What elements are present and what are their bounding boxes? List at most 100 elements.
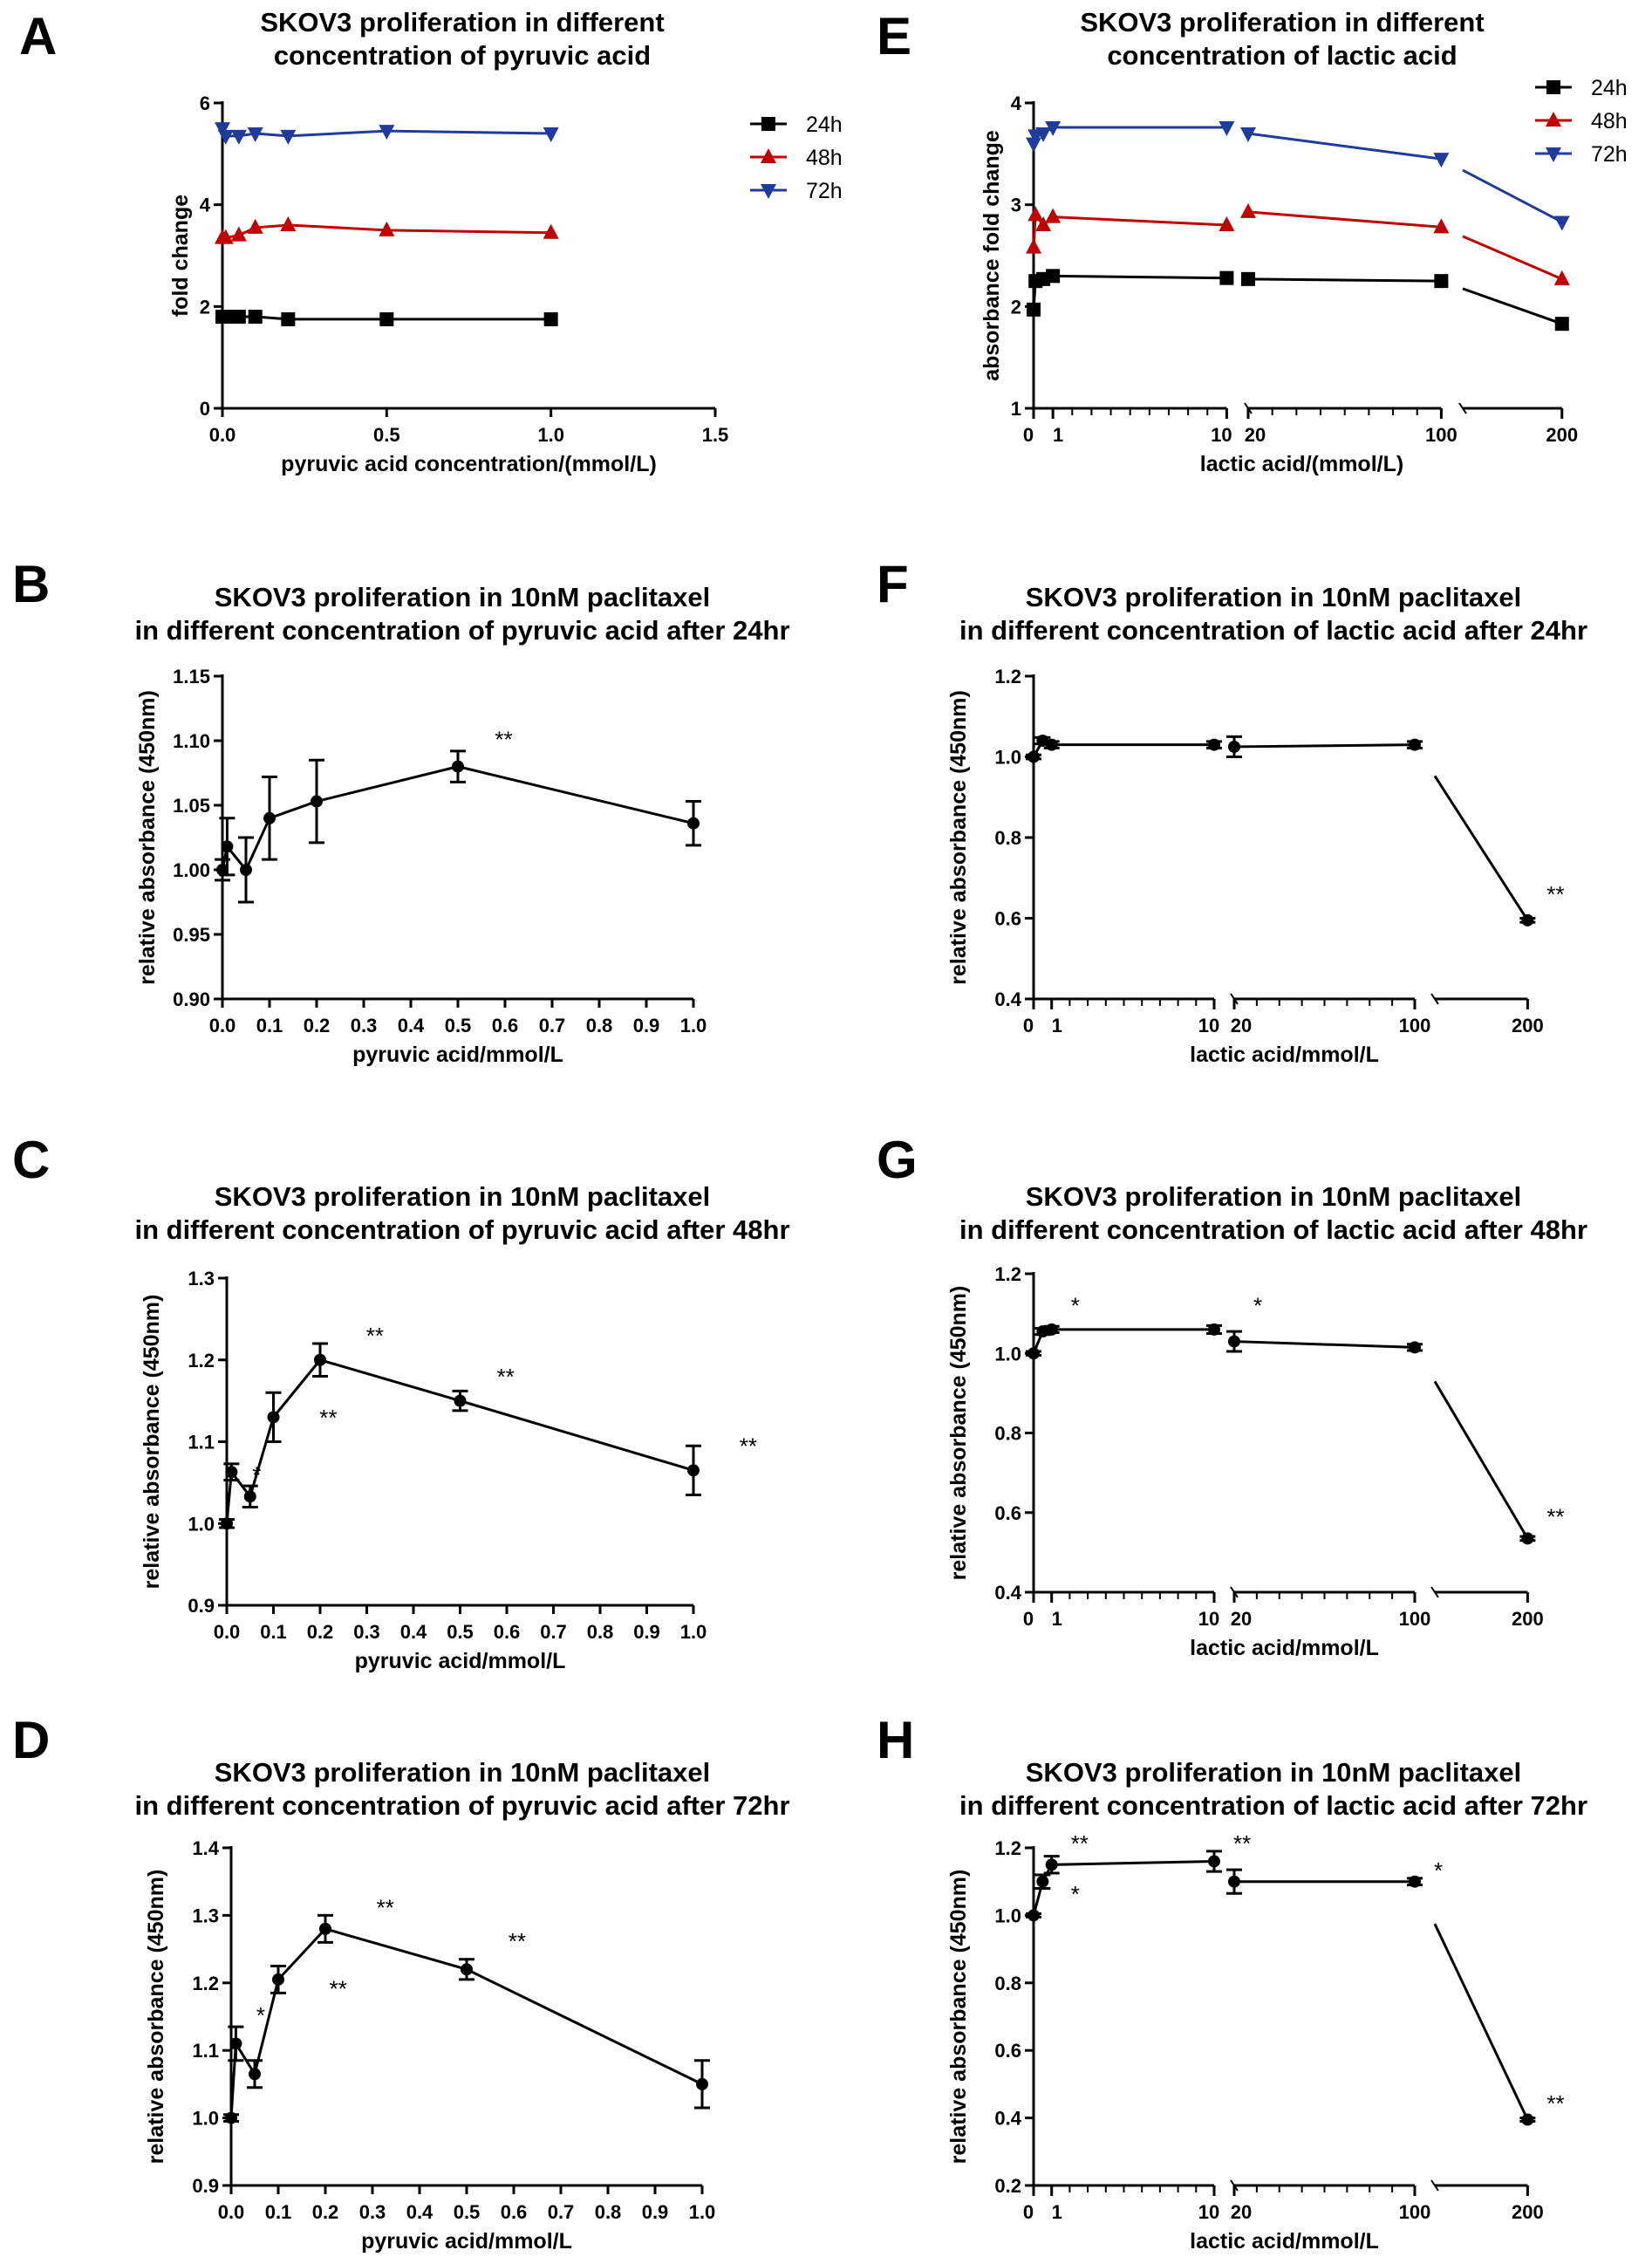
x-tick-label: 20 — [1231, 1015, 1252, 1036]
y-axis-label: relative absorbance (450nm) — [140, 1295, 164, 1590]
data-point — [1521, 2113, 1534, 2126]
data-point — [1219, 270, 1234, 285]
data-point — [247, 127, 263, 142]
data-point — [231, 310, 246, 324]
significance-marker: ** — [1546, 881, 1564, 907]
data-point — [240, 864, 252, 876]
y-tick-label: 0.4 — [994, 988, 1021, 1010]
data-point — [1045, 208, 1062, 223]
y-tick-label: 2 — [1011, 296, 1021, 318]
chart-title: concentration of lactic acid — [1107, 40, 1457, 71]
y-axis-label: relative absorbance (450nm) — [144, 1870, 168, 2165]
x-tick-label: 0.9 — [642, 2201, 669, 2223]
chart-panel-d: D SKOV3 proliferation in 10nM paclitaxeli… — [12, 1711, 790, 2254]
x-tick-label: 0.1 — [265, 2201, 292, 2223]
chart-title: SKOV3 proliferation in 10nM paclitaxel — [1026, 1757, 1521, 1788]
data-point — [1036, 1875, 1049, 1888]
data-point — [1553, 215, 1570, 231]
y-tick-label: 0 — [200, 398, 210, 420]
significance-marker: ** — [497, 1364, 515, 1390]
x-tick-label: 200 — [1512, 1015, 1544, 1036]
x-tick-label: 200 — [1546, 424, 1578, 446]
x-tick-label: 0.3 — [351, 1015, 378, 1036]
data-point — [1409, 1875, 1421, 1888]
panel-letter: F — [877, 555, 909, 613]
chart-panel-g: G SKOV3 proliferation in 10nM paclitaxeli… — [877, 1131, 1587, 1660]
data-point — [1026, 238, 1041, 254]
axis-break — [1458, 402, 1467, 414]
x-tick-label: 0.9 — [633, 1621, 660, 1643]
x-tick-label: 1 — [1052, 1015, 1062, 1036]
data-point — [1208, 1855, 1220, 1868]
x-tick-label: 0.6 — [501, 2201, 528, 2223]
x-axis-label: pyruvic acid concentration/(mmol/L) — [281, 452, 657, 476]
x-tick-label: 0.0 — [209, 1015, 236, 1036]
y-tick-label: 3 — [1011, 195, 1021, 216]
data-point — [379, 311, 394, 326]
data-point — [216, 864, 229, 876]
data-point — [243, 1490, 256, 1503]
series-main — [1026, 1323, 1536, 1545]
series-line — [1032, 210, 1563, 281]
data-point — [1409, 1341, 1421, 1354]
x-tick-label: 0.6 — [494, 1621, 521, 1643]
data-point — [280, 129, 297, 145]
axis-break — [1430, 993, 1439, 1005]
legend-label: 72h — [1591, 142, 1628, 167]
x-axis-label: pyruvic acid/mmol/L — [352, 1043, 563, 1067]
data-point — [1546, 112, 1561, 127]
x-tick-label: 0.6 — [492, 1015, 519, 1036]
series-main — [219, 1342, 701, 1530]
series-line — [1032, 126, 1563, 223]
x-axis-label: pyruvic acid/mmol/L — [361, 2229, 572, 2254]
chart-panel-b: B SKOV3 proliferation in 10nM paclitaxeli… — [12, 555, 790, 1067]
data-point — [263, 811, 276, 824]
y-tick-label: 0.2 — [994, 2175, 1021, 2197]
x-tick-label: 0.7 — [548, 2201, 575, 2223]
data-point — [687, 817, 700, 830]
data-point — [1046, 269, 1061, 284]
series-24h — [215, 310, 558, 326]
x-tick-label: 100 — [1399, 1608, 1431, 1630]
legend-label: 24h — [1591, 76, 1628, 100]
data-point — [1409, 738, 1421, 751]
x-tick-label: 20 — [1245, 424, 1266, 446]
y-axis-label: fold change — [168, 195, 193, 317]
y-tick-label: 1.1 — [192, 2040, 219, 2062]
x-tick-label: 0.5 — [445, 1015, 472, 1036]
x-tick-label: 0.7 — [540, 1621, 567, 1643]
chart-title: SKOV3 proliferation in different — [260, 7, 664, 38]
x-tick-label: 10 — [1211, 424, 1232, 446]
x-tick-label: 0.4 — [398, 1015, 425, 1036]
axis-break — [1430, 2179, 1439, 2192]
x-tick-label: 0 — [1023, 1608, 1034, 1630]
chart-title: SKOV3 proliferation in 10nM paclitaxel — [215, 582, 710, 612]
y-tick-label: 0.4 — [994, 1582, 1021, 1604]
series-48h — [215, 216, 559, 244]
chart-title: SKOV3 proliferation in different — [1080, 7, 1484, 38]
data-point — [1219, 121, 1235, 136]
data-point — [319, 1922, 331, 1935]
significance-marker: * — [256, 2002, 265, 2028]
data-point — [1240, 127, 1256, 142]
x-tick-label: 0.5 — [447, 1621, 474, 1643]
data-point — [1546, 80, 1560, 94]
panel-letter: E — [877, 7, 911, 65]
panel-letter: G — [877, 1131, 918, 1189]
data-point — [1026, 137, 1041, 153]
chart-title: SKOV3 proliferation in 10nM paclitaxel — [215, 1181, 710, 1212]
y-axis-label: relative absorbance (450nm) — [946, 1870, 971, 2165]
significance-marker: * — [1071, 1293, 1080, 1319]
x-tick-label: 20 — [1231, 1608, 1252, 1630]
legend-label: 24h — [806, 113, 843, 137]
panel-letter: D — [12, 1711, 50, 1769]
chart-title: in different concentration of pyruvic ac… — [134, 1214, 789, 1245]
x-tick-label: 1 — [1052, 2201, 1062, 2223]
chart-panel-h: H SKOV3 proliferation in 10nM paclitaxeli… — [877, 1711, 1587, 2254]
x-tick-label: 0.0 — [209, 424, 236, 446]
data-point — [1027, 1347, 1040, 1360]
data-point — [1208, 738, 1220, 751]
data-point — [1045, 738, 1058, 751]
y-tick-label: 1.0 — [994, 1905, 1021, 1926]
